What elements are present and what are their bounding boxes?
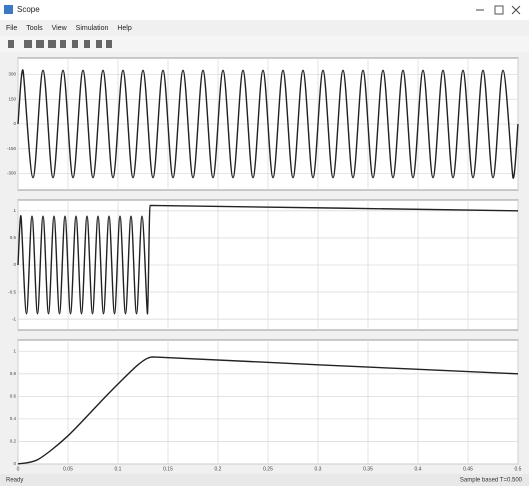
menu-item[interactable]: View (52, 25, 68, 32)
x-tick-label: 0.5 (515, 466, 522, 472)
x-tick-label: 0 (17, 466, 20, 472)
close-button[interactable] (511, 5, 521, 15)
y-tick-label: 0.8 (10, 371, 17, 376)
tool-icon[interactable] (48, 40, 56, 48)
x-tick-label: 0.2 (215, 466, 222, 472)
tool-icon[interactable] (72, 40, 78, 48)
tool-icon[interactable] (106, 40, 112, 48)
menu-item[interactable]: Tools (26, 25, 43, 32)
y-tick-label: 0.5 (10, 235, 17, 240)
y-tick-label: -0.5 (8, 289, 16, 294)
menu-item[interactable]: Simulation (76, 25, 109, 32)
tool-icon[interactable] (8, 40, 14, 48)
maximize-button[interactable] (494, 5, 504, 15)
signal-line (17, 204, 519, 315)
x-tick-label: 0.45 (463, 466, 473, 472)
y-tick-label: 300 (8, 72, 16, 77)
tool-icon[interactable] (24, 40, 32, 48)
toolbar (0, 36, 529, 52)
x-tick-label: 0.15 (163, 466, 173, 472)
y-tick-label: 0.2 (10, 439, 17, 444)
tool-icon[interactable] (96, 40, 102, 48)
tool-icon[interactable] (60, 40, 66, 48)
x-tick-label: 0.05 (63, 466, 73, 472)
title-bar (0, 0, 529, 20)
y-tick-label: 0.4 (10, 416, 17, 421)
status-bar (0, 474, 529, 486)
tool-icon[interactable] (36, 40, 44, 48)
y-tick-label: 0.6 (10, 394, 17, 399)
y-tick-label: -1 (12, 316, 16, 321)
x-tick-label: 0.25 (263, 466, 273, 472)
x-tick-label: 0.35 (363, 466, 373, 472)
app-icon (4, 5, 13, 14)
y-tick-label: 150 (8, 96, 16, 101)
menu-item[interactable]: File (6, 25, 17, 32)
y-tick-label: 0 (13, 461, 16, 466)
y-tick-label: -300 (7, 171, 17, 176)
signal-line (17, 356, 519, 465)
status-left: Ready (6, 478, 23, 484)
y-tick-label: -150 (7, 146, 17, 151)
x-tick-label: 0.4 (415, 466, 422, 472)
menu-bar: File Tools View Simulation Help (6, 25, 132, 32)
y-tick-label: 0 (13, 121, 16, 126)
signal-line (17, 69, 519, 179)
tool-icon[interactable] (84, 40, 90, 48)
x-tick-label: 0.1 (115, 466, 122, 472)
window-title: Scope (17, 5, 40, 14)
y-tick-label: 1 (13, 348, 16, 353)
x-tick-label: 0.3 (315, 466, 322, 472)
y-tick-label: 1 (13, 208, 16, 213)
toolbar-icons (8, 40, 112, 48)
y-tick-label: 0 (13, 262, 16, 267)
menu-item[interactable]: Help (117, 25, 132, 32)
status-right: Sample based T=0.500 (460, 478, 523, 484)
